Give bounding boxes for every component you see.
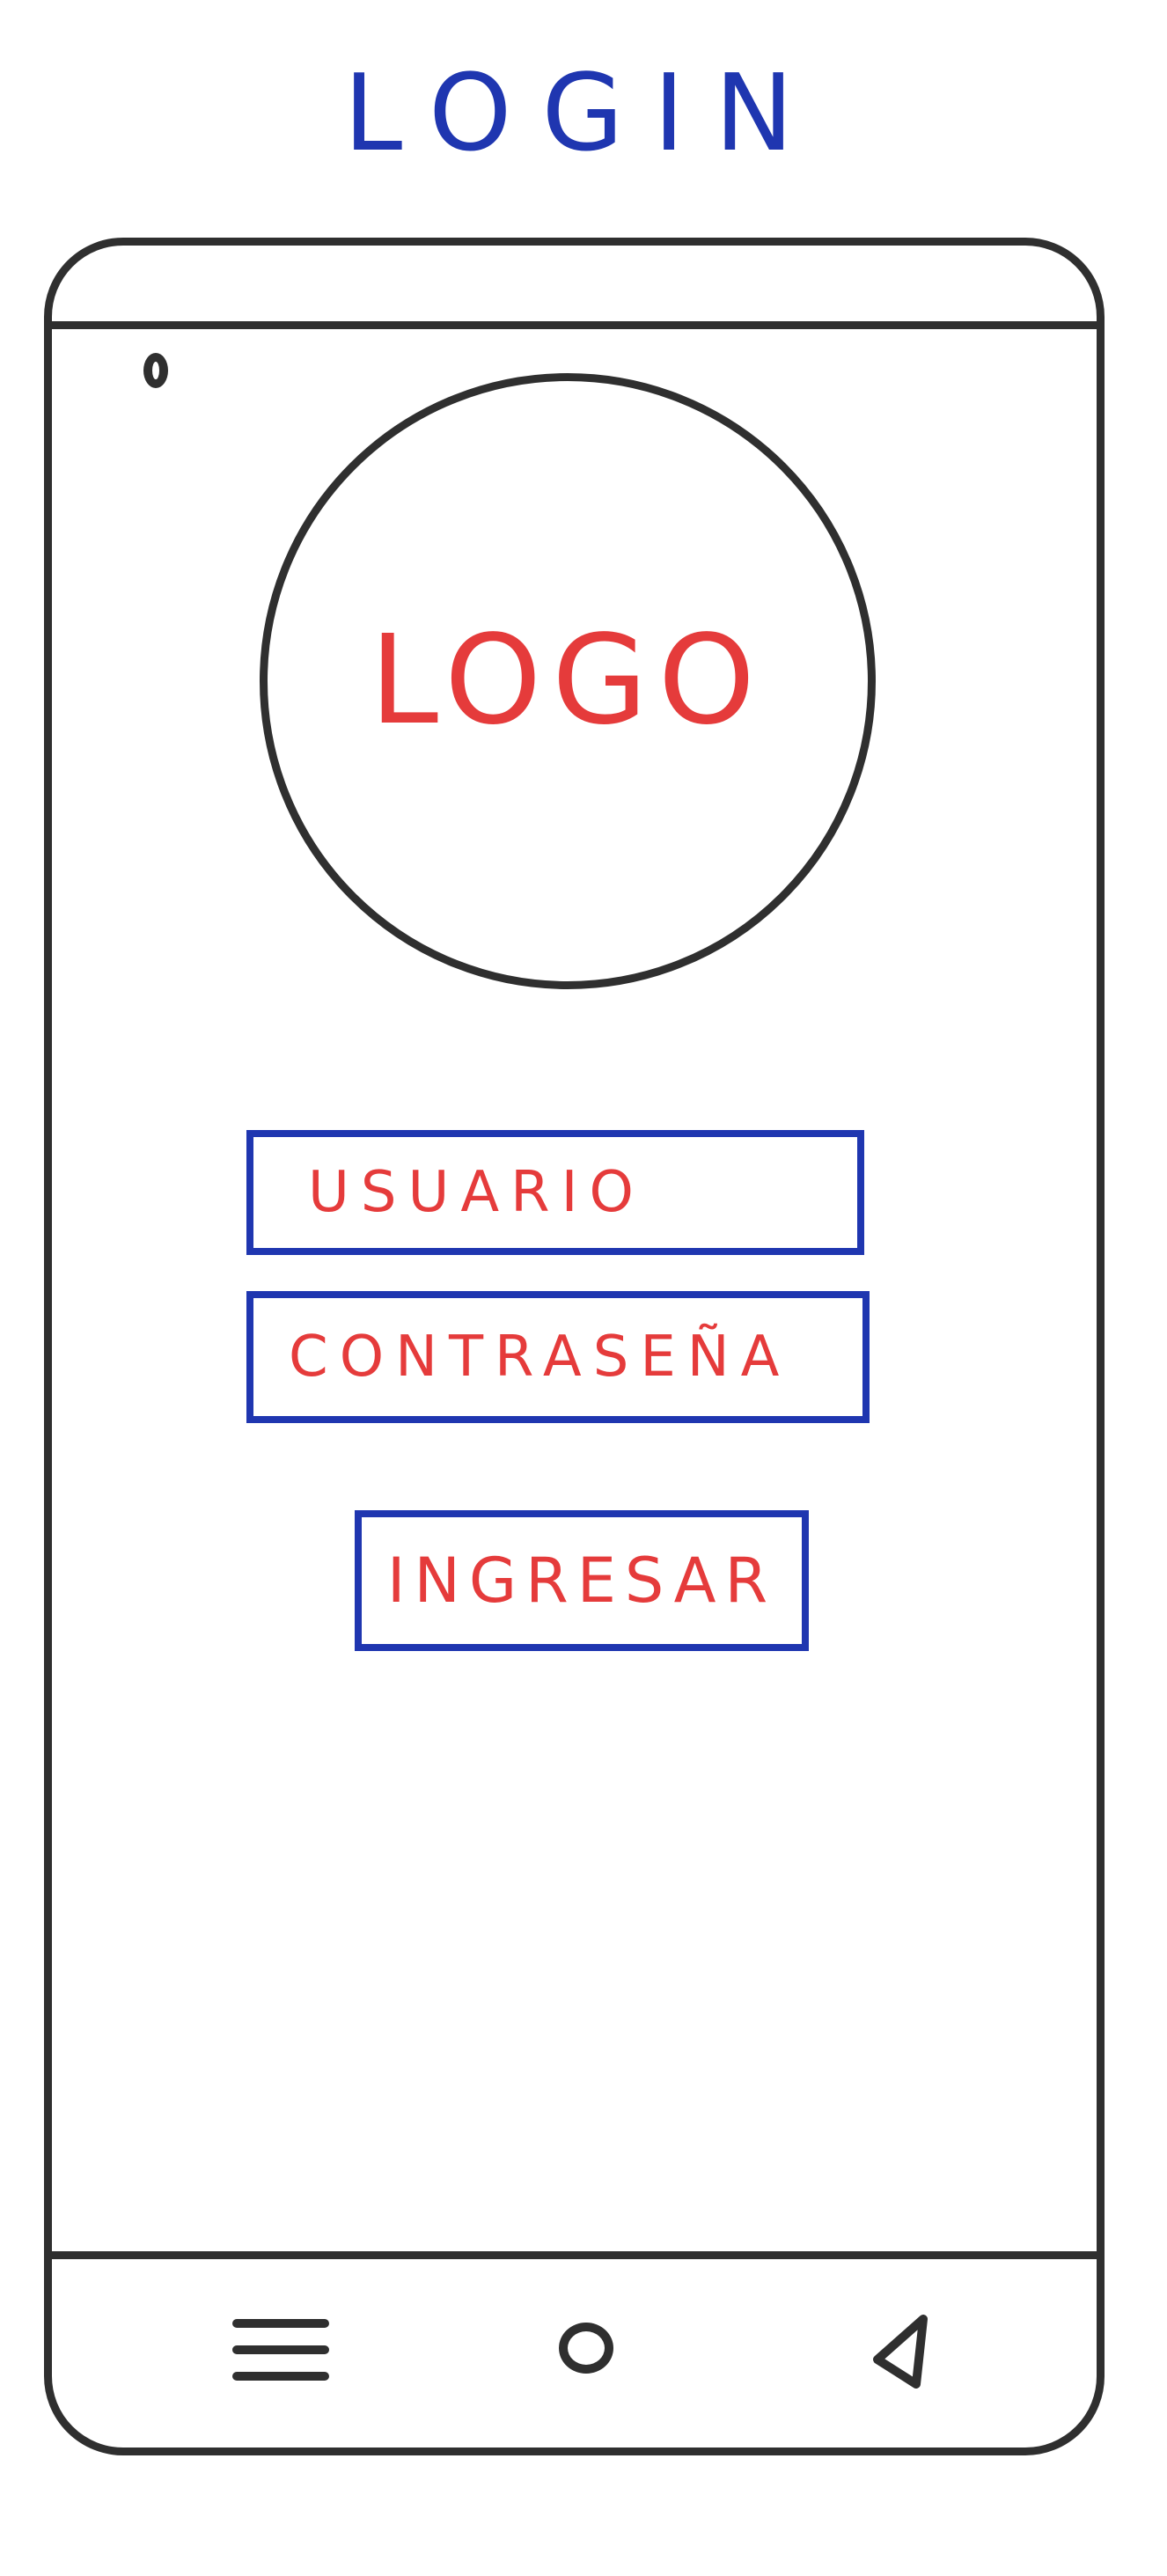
camera-icon (143, 353, 168, 388)
phone-frame: LOGO USUARIO CONTRASEÑA INGRESAR (44, 238, 1105, 2455)
home-icon[interactable] (559, 2323, 613, 2374)
menu-icon[interactable] (232, 2310, 329, 2389)
menu-icon-line (232, 2319, 329, 2328)
navigation-bar (52, 2251, 1097, 2448)
submit-button-label: INGRESAR (386, 1545, 777, 1617)
back-icon[interactable] (862, 2310, 941, 2398)
status-bar (52, 246, 1097, 329)
logo-text: LOGO (370, 609, 766, 752)
username-field-label: USUARIO (308, 1160, 645, 1225)
menu-icon-line (232, 2372, 329, 2381)
submit-button[interactable]: INGRESAR (355, 1510, 809, 1651)
logo-circle: LOGO (260, 373, 876, 989)
username-field[interactable]: USUARIO (246, 1130, 864, 1255)
password-field-label: CONTRASEÑA (289, 1325, 791, 1390)
menu-icon-line (232, 2345, 329, 2354)
page-title: LOGIN (343, 53, 824, 175)
back-icon-shape (873, 2315, 928, 2389)
password-field[interactable]: CONTRASEÑA (246, 1291, 870, 1423)
